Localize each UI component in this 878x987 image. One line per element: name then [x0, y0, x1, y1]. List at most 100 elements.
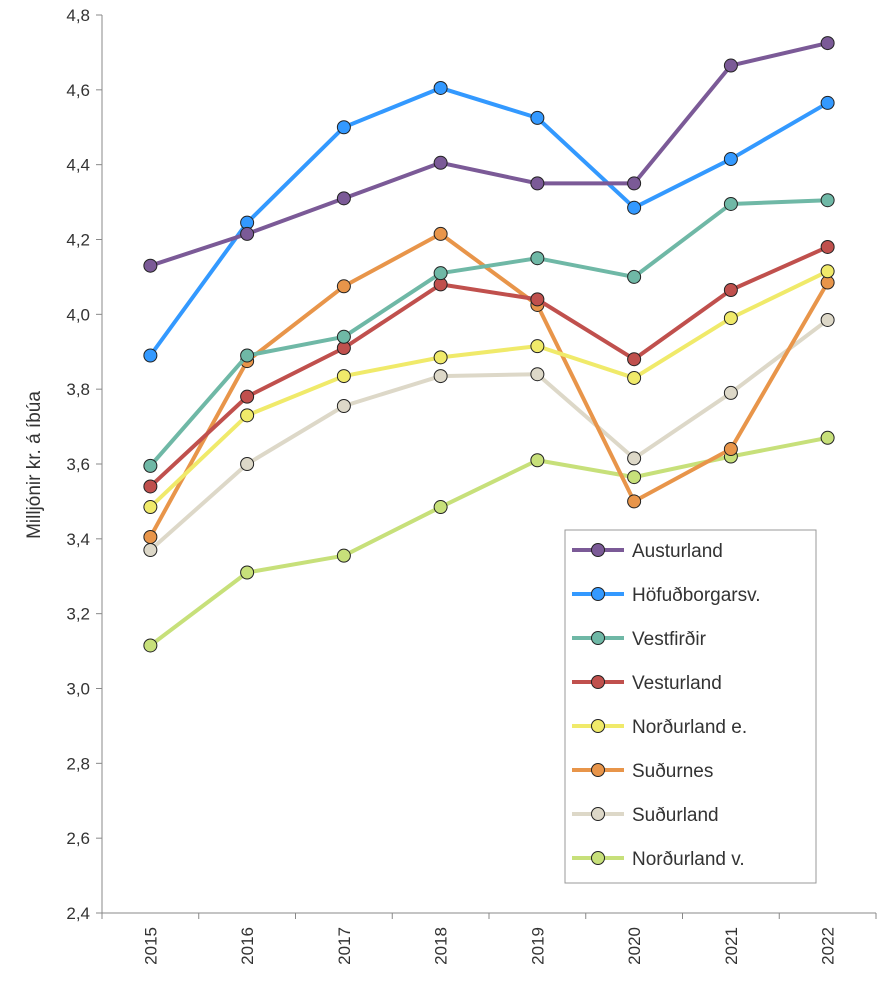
data-point: [433, 155, 448, 170]
series-line: [148, 231, 830, 538]
legend-label: Vesturland: [632, 673, 722, 694]
legend-swatch-marker: [591, 631, 605, 645]
data-point: [723, 442, 738, 457]
data-point: [433, 500, 448, 515]
y-tick-label: 4,2: [66, 231, 90, 250]
data-point: [336, 191, 351, 206]
data-point: [336, 279, 351, 294]
legend-swatch-marker: [591, 543, 605, 557]
legend-item: Norðurland e.: [572, 717, 747, 738]
series-line: [149, 41, 829, 268]
data-point: [240, 389, 255, 404]
x-tick-label: 2018: [432, 927, 451, 965]
legend-label: Norðurland v.: [632, 849, 745, 870]
data-point: [627, 470, 642, 485]
y-tick-label: 2,8: [66, 754, 90, 773]
legend-box: [564, 529, 817, 884]
series-line: [149, 318, 829, 552]
legend-label: Vestfirðir: [632, 629, 707, 650]
data-point: [530, 453, 545, 468]
data-point: [723, 196, 738, 211]
data-point: [820, 95, 835, 110]
data-point: [143, 458, 158, 473]
data-point: [240, 408, 255, 423]
data-point: [723, 58, 738, 73]
data-point: [820, 264, 835, 279]
legend-item: Höfuðborgarsv.: [572, 585, 761, 606]
data-point: [143, 479, 158, 494]
y-tick-label: 4,8: [66, 6, 90, 25]
y-tick-label: 3,8: [66, 380, 90, 399]
data-point: [627, 352, 642, 367]
data-point: [433, 266, 448, 281]
legend-swatch-marker: [591, 675, 605, 689]
legend-swatch-marker: [591, 587, 605, 601]
data-point: [433, 369, 448, 384]
data-point: [820, 430, 835, 445]
legend-swatch-marker: [591, 807, 605, 821]
y-tick-label: 2,4: [66, 904, 90, 923]
data-point: [723, 283, 738, 298]
legend-label: Suðurnes: [632, 761, 713, 782]
data-point: [336, 548, 351, 563]
series-line: [148, 198, 828, 468]
legend-item: Austurland: [572, 541, 723, 562]
y-tick-label: 3,2: [66, 605, 90, 624]
data-point: [143, 543, 158, 558]
data-point: [240, 226, 255, 241]
data-point: [530, 176, 545, 191]
data-point: [820, 36, 835, 51]
data-point: [336, 329, 351, 344]
data-point: [143, 638, 158, 653]
y-tick-label: 4,4: [66, 156, 90, 175]
data-point: [433, 226, 448, 241]
legend-item: Suðurnes: [572, 761, 713, 782]
data-point: [433, 80, 448, 95]
data-point: [723, 311, 738, 326]
data-point: [530, 110, 545, 125]
data-point: [627, 176, 642, 191]
data-point: [240, 565, 255, 580]
legend: Austurland Höfuðborgarsv. Vestfirðir Vestur…: [564, 529, 817, 884]
series-5: [143, 226, 835, 544]
legend-item: Vesturland: [572, 673, 722, 694]
data-point: [820, 239, 835, 254]
data-point: [433, 350, 448, 365]
legend-label: Austurland: [632, 541, 723, 562]
series-0: [143, 36, 835, 273]
series-3: [143, 239, 835, 494]
x-tick-label: 2016: [238, 927, 257, 965]
y-tick-label: 3,0: [66, 680, 90, 699]
data-point: [143, 348, 158, 363]
y-tick-label: 3,4: [66, 530, 90, 549]
x-tick-label: 2022: [819, 927, 838, 965]
x-tick-label: 2015: [141, 927, 160, 965]
x-tick-label: 2017: [335, 927, 354, 965]
x-tick-label: 2019: [528, 927, 547, 965]
legend-label: Norðurland e.: [632, 717, 747, 738]
series-line: [149, 245, 829, 488]
data-point: [723, 385, 738, 400]
data-point: [143, 258, 158, 273]
data-point: [627, 200, 642, 215]
legend-item: Vestfirðir: [572, 629, 707, 650]
data-point: [530, 292, 545, 307]
legend-swatch-marker: [591, 763, 605, 777]
series-layer: [143, 36, 835, 653]
series-2: [143, 193, 835, 473]
data-point: [530, 251, 545, 266]
data-point: [820, 193, 835, 208]
legend-swatch-marker: [591, 719, 605, 733]
data-point: [627, 269, 642, 284]
data-point: [723, 152, 738, 167]
series-line: [148, 269, 829, 509]
data-point: [240, 348, 255, 363]
y-tick-label: 3,6: [66, 455, 90, 474]
series-1: [143, 80, 835, 363]
data-point: [820, 312, 835, 327]
data-point: [336, 369, 351, 384]
x-tick-label: 2020: [625, 927, 644, 965]
y-tick-label: 2,6: [66, 829, 90, 848]
